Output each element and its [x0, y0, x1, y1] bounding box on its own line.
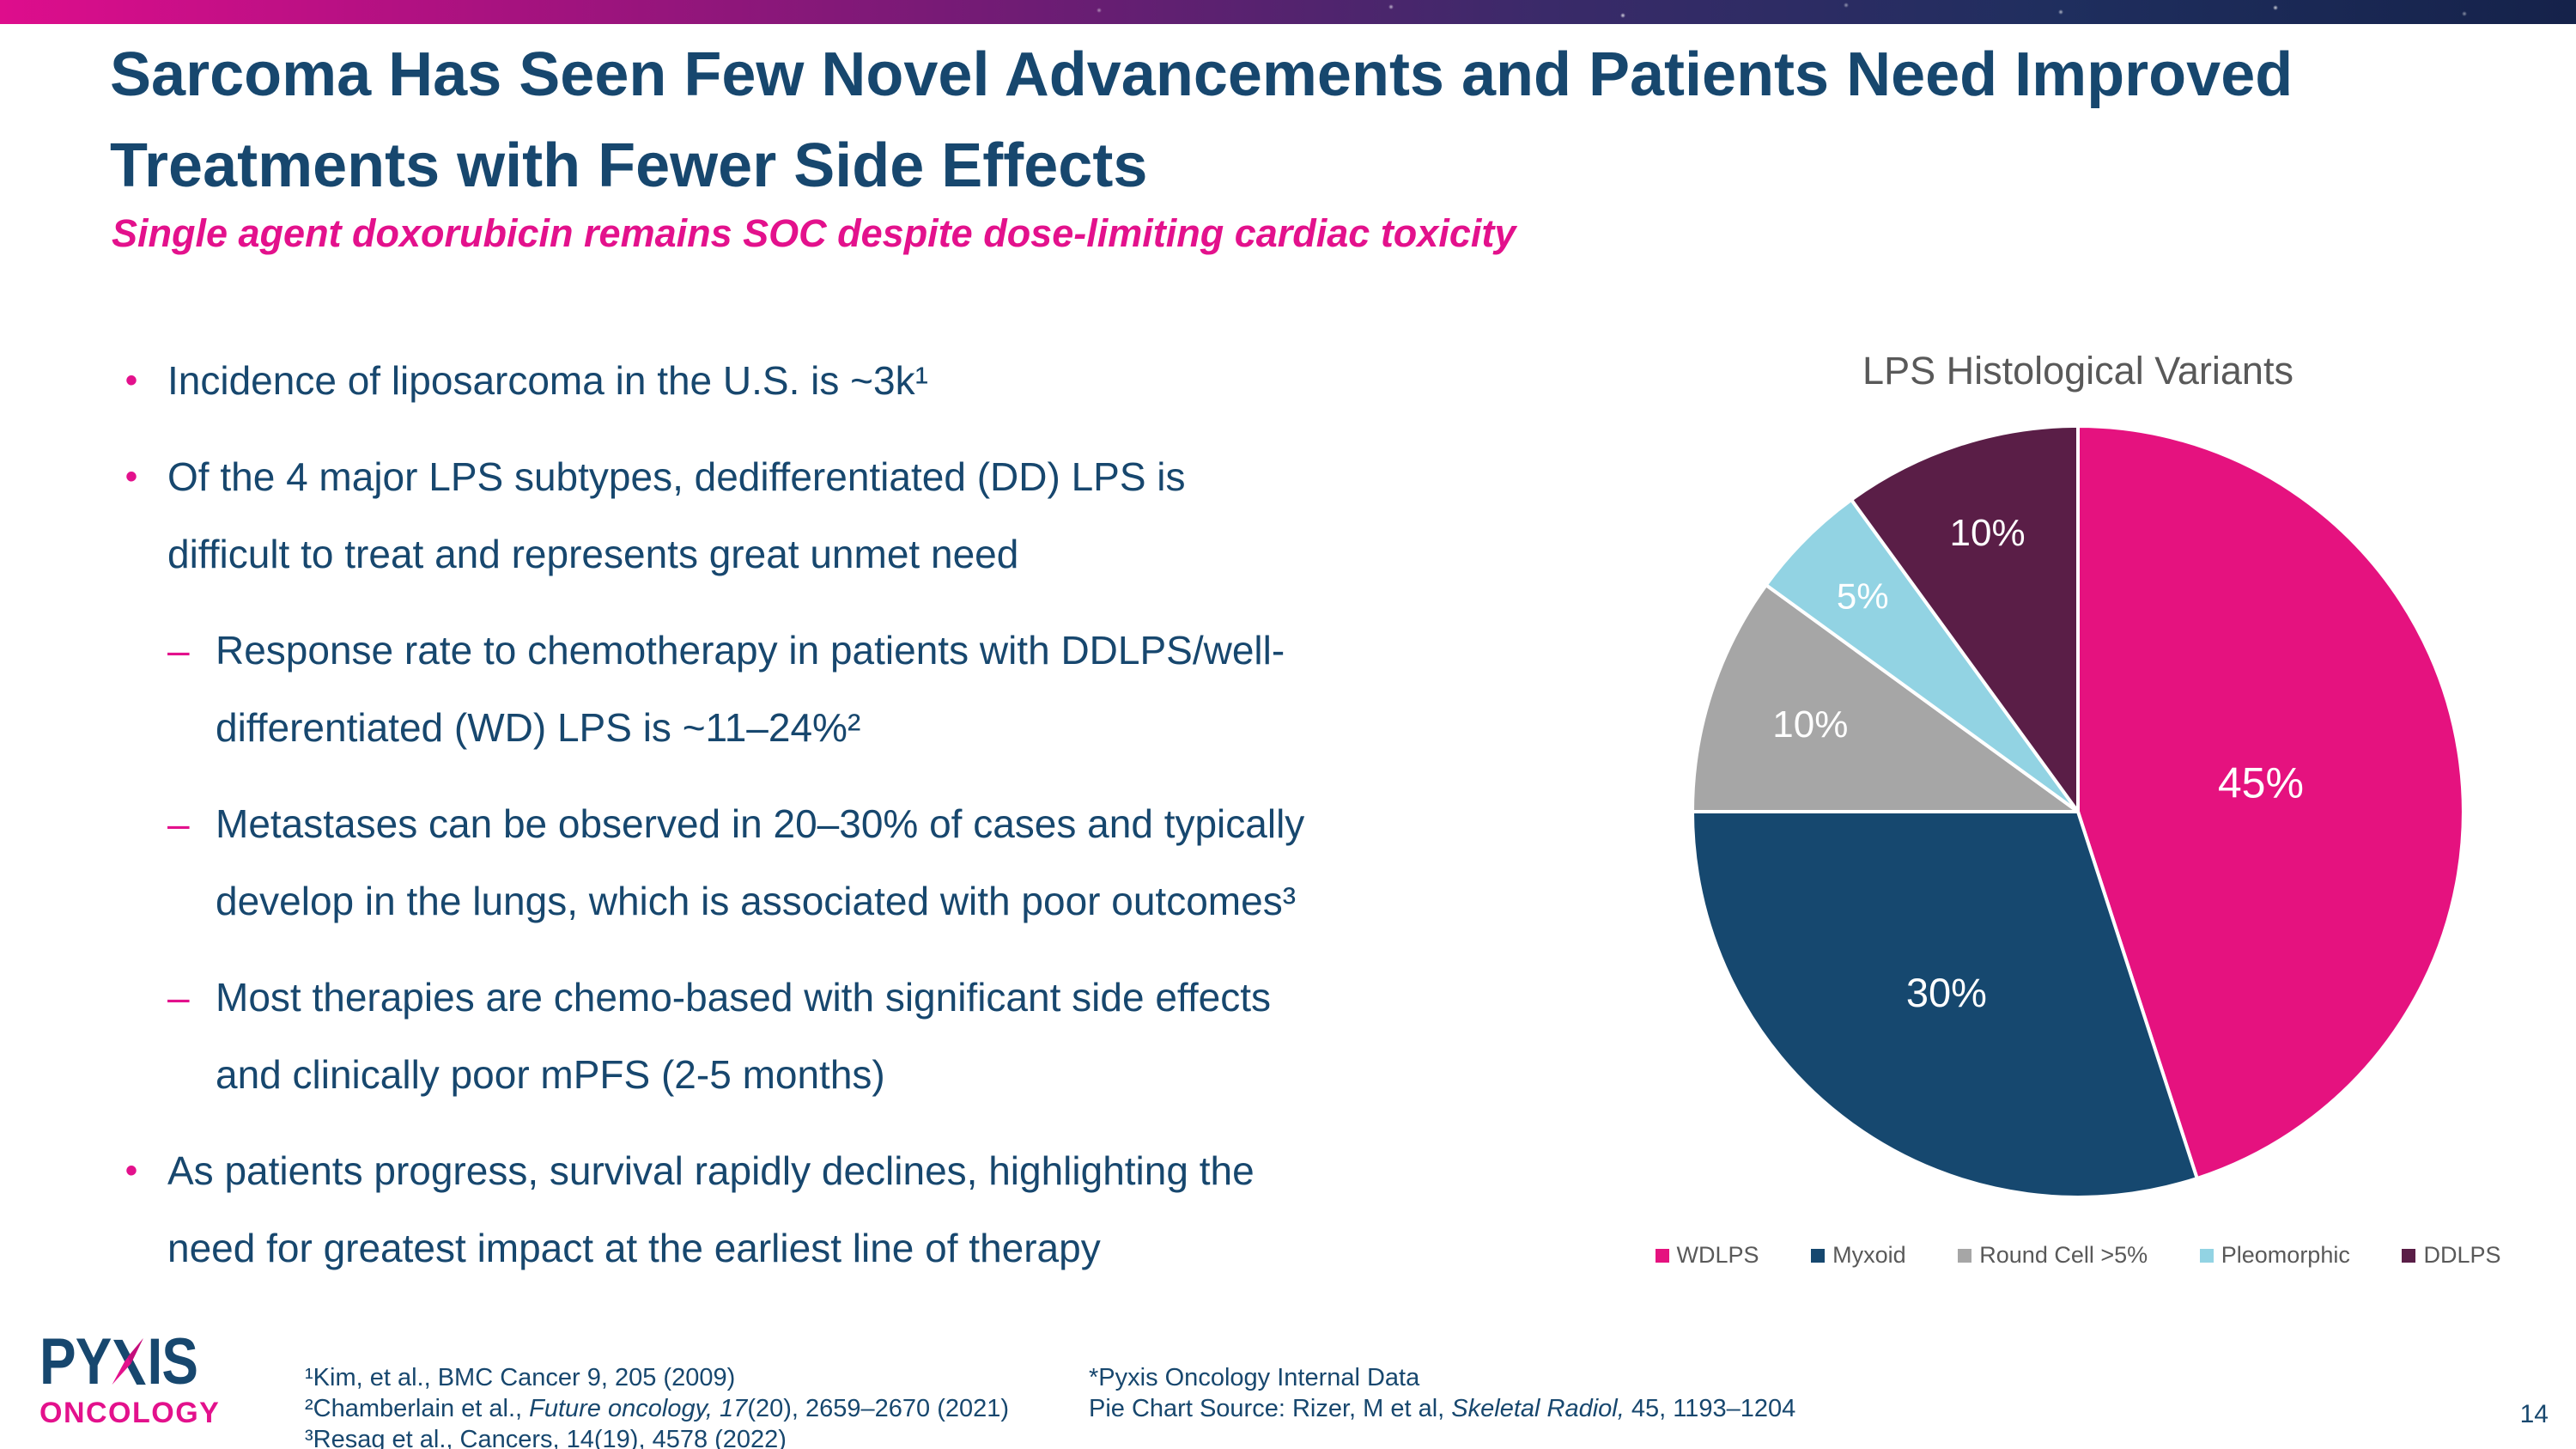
pie-slice-ddlps [1850, 424, 2080, 813]
footnote-text: Future oncology, 17 [529, 1395, 748, 1422]
footnote-text: (20), 2659–2670 (2021) [747, 1395, 1010, 1422]
legend-label: Round Cell >5% [1979, 1242, 2148, 1268]
legend-swatch [1655, 1248, 1669, 1263]
legend-label: WDLPS [1676, 1242, 1759, 1268]
logo-text-py: PY [39, 1325, 112, 1398]
bullet-item: • Of the 4 major LPS subtypes, dedifferen… [110, 438, 1656, 593]
bullet-text: Most therapies are chemo-based with sign… [216, 975, 1271, 1097]
logo-x-compass-icon [112, 1338, 147, 1385]
slide-title: Sarcoma Has Seen Few Novel Advancements … [110, 40, 2293, 200]
footnotes-left: ¹Kim, et al., BMC Cancer 9, 205 (2009) ²C… [305, 1362, 1009, 1449]
bullet-item: • As patients progress, survival rapidly … [110, 1132, 1656, 1287]
footnote-line: ³Resag et al., Cancers, 14(19), 4578 (20… [305, 1424, 1009, 1449]
legend-label: Myxoid [1832, 1242, 1906, 1268]
footnote-text: *Pyxis Oncology Internal Data [1089, 1364, 1420, 1391]
footnotes-right: *Pyxis Oncology Internal Data Pie Chart S… [1089, 1362, 1795, 1424]
bullet-marker: – [167, 628, 190, 673]
legend-swatch [2402, 1248, 2416, 1263]
bullet-item: – Most therapies are chemo-based with sig… [110, 959, 1656, 1113]
bullet-marker: • [125, 458, 138, 496]
pie-slice-label: 30% [1906, 970, 1987, 1015]
top-gradient-banner [0, 0, 2576, 24]
bullet-marker: • [125, 362, 138, 399]
legend-swatch [1811, 1248, 1826, 1263]
footnote-line: ²Chamberlain et al., Future oncology, 17… [305, 1393, 1009, 1424]
logo-wordmark: PY IS [39, 1325, 198, 1398]
bullet-text: Incidence of liposarcoma in the U.S. is … [167, 358, 928, 403]
footnote-line: ¹Kim, et al., BMC Cancer 9, 205 (2009) [305, 1362, 1009, 1393]
bullet-text: As patients progress, survival rapidly d… [167, 1148, 1255, 1270]
slide-subtitle: Single agent doxorubicin remains SOC des… [112, 211, 1516, 255]
legend-item-wdlps: WDLPS [1655, 1242, 1759, 1269]
legend-swatch [1958, 1248, 1972, 1263]
logo-oncology-text: ONCOLOGY [39, 1397, 221, 1429]
bullet-item: – Metastases can be observed in 20–30% of… [110, 785, 1656, 940]
legend-item-pleomorphic: Pleomorphic [2199, 1242, 2350, 1269]
pie-chart-panel: LPS Histological Variants 45% 30% 10% 5% 10%… [1640, 344, 2516, 1269]
footnote-text: 45, 1193–1204 [1624, 1395, 1796, 1422]
pyxis-oncology-logo: PY IS ONCOLOGY [39, 1325, 228, 1430]
pie-slice-round-cell-5- [1691, 583, 2080, 813]
pie-chart-area: 45% 30% 10% 5% 10% [1640, 423, 2516, 1201]
page-number: 14 [2519, 1400, 2549, 1428]
footnote-text: ¹Kim, et al., BMC Cancer 9, 205 (2009) [305, 1364, 736, 1391]
pie-slice-label: 5% [1837, 576, 1889, 617]
bullet-marker: – [167, 975, 190, 1020]
footnote-text: ³Resag et al., Cancers, 14(19), 4578 (20… [305, 1426, 787, 1449]
footnote-text: Skeletal Radiol, [1451, 1395, 1625, 1422]
bullet-list: • Incidence of liposarcoma in the U.S. is… [110, 342, 1656, 1306]
legend-item-round-cell-5-: Round Cell >5% [1958, 1242, 2148, 1269]
pie-slice-wdlps [2076, 424, 2465, 1180]
bullet-text: Metastases can be observed in 20–30% of … [216, 801, 1305, 923]
footnote-line: *Pyxis Oncology Internal Data [1089, 1362, 1795, 1393]
bullet-marker: – [167, 801, 190, 846]
footnote-text: ²Chamberlain et al., [305, 1395, 530, 1422]
pie-chart: 45% 30% 10% 5% 10% [1691, 424, 2465, 1199]
legend-item-ddlps: DDLPS [2402, 1242, 2500, 1269]
footnote-line: Pie Chart Source: Rizer, M et al, Skelet… [1089, 1393, 1795, 1424]
bullet-item: – Response rate to chemotherapy in patien… [110, 612, 1656, 766]
bullet-text: Response rate to chemotherapy in patient… [216, 628, 1285, 750]
bullet-item: • Incidence of liposarcoma in the U.S. is… [110, 342, 1656, 419]
legend-label: DDLPS [2423, 1242, 2501, 1268]
pie-slice-label: 10% [1772, 703, 1848, 746]
pie-slice-myxoid [1691, 810, 2199, 1199]
logo-text-is: IS [147, 1325, 198, 1398]
legend-swatch [2199, 1248, 2214, 1263]
legend-item-myxoid: Myxoid [1811, 1242, 1906, 1269]
legend-label: Pleomorphic [2221, 1242, 2350, 1268]
bullet-text: Of the 4 major LPS subtypes, dedifferent… [167, 454, 1186, 576]
bullet-marker: • [125, 1152, 138, 1190]
pie-slice-label: 45% [2218, 758, 2304, 807]
footnote-text: Pie Chart Source: Rizer, M et al, [1089, 1395, 1452, 1422]
pie-slice-label: 10% [1950, 512, 2026, 554]
chart-title: LPS Histological Variants [1862, 349, 2293, 393]
chart-legend: WDLPS Myxoid Round Cell >5% Pleomorphic DDLP… [1655, 1242, 2501, 1269]
